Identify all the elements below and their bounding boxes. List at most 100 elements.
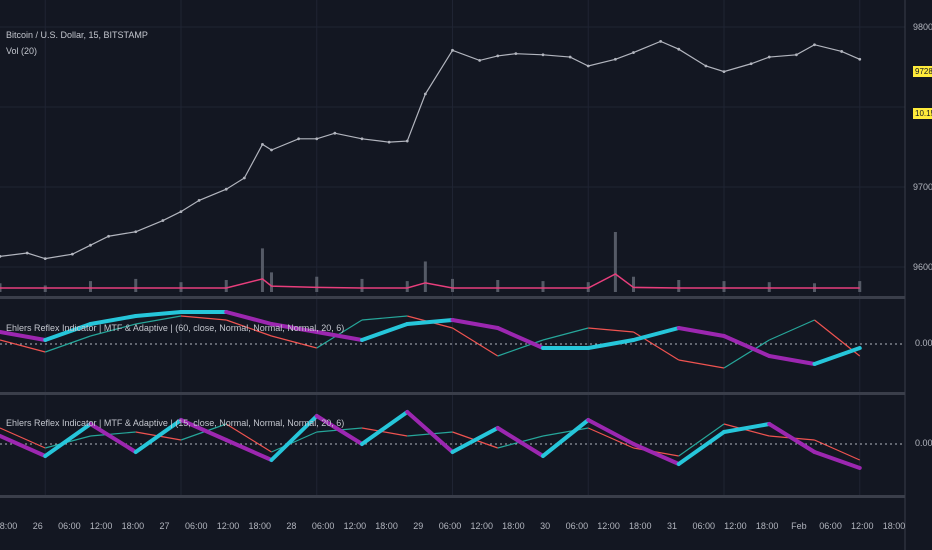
price-label-top: 9800.00 (913, 22, 932, 32)
time-tick: 26 (32, 521, 43, 531)
indicator1-trigger-segment (588, 327, 634, 333)
price-series-line (0, 40, 860, 260)
indicator1-reflex-segment (450, 318, 500, 330)
indicator1-trigger-segment (452, 327, 499, 357)
volume-bar (632, 276, 635, 292)
indicator1-reflex-segment (314, 330, 364, 342)
price-point (423, 92, 427, 96)
indicator2-reflex-segment (43, 422, 93, 458)
volume-bar (89, 281, 92, 292)
indicator1-reflex-segment (495, 326, 545, 350)
indicator1-reflex-segment (812, 346, 862, 366)
volume-title: Vol (20) (6, 46, 38, 56)
indicator1-trigger-segment (90, 323, 136, 337)
time-tick: 12:00 (724, 521, 747, 531)
indicator2-reflex-segment (450, 426, 500, 454)
time-tick: 12:00 (216, 521, 240, 531)
indicator2-reflex-segment (224, 438, 274, 462)
indicator1-trigger-segment (135, 315, 182, 325)
time-tick: 29 (413, 521, 424, 531)
price-point (496, 54, 500, 58)
volume-bar (360, 278, 364, 292)
indicator2-trigger-segment (588, 427, 634, 449)
indicator1-reflex-segment (133, 310, 183, 318)
volume-bar (270, 272, 273, 292)
indicator2-reflex-segment (676, 430, 726, 466)
price-point (0, 255, 2, 258)
indicator1-trigger-segment (497, 339, 544, 357)
symbol-title: Bitcoin / U.S. Dollar, 15, BITSTAMP (6, 30, 148, 40)
indicator2-zero-label: 0.00 (915, 438, 932, 448)
indicator2-trigger-segment (361, 427, 408, 437)
time-tick: 28 (286, 521, 297, 531)
volume-bar (451, 278, 454, 292)
price-point (541, 53, 545, 57)
time-tick: 18:00 (375, 521, 398, 531)
time-tick: 18:00 (629, 521, 652, 531)
indicator1-trigger-segment (271, 335, 317, 349)
price-point (858, 57, 862, 61)
price-point (261, 143, 264, 146)
time-tick: Feb (791, 521, 807, 531)
indicator2-title: Ehlers Reflex Indicator | MTF & Adaptive… (6, 418, 345, 428)
time-tick: 18:00 (0, 521, 18, 531)
volume-ma-line (0, 273, 860, 289)
price-point (586, 64, 590, 68)
indicator1-trigger-segment (678, 359, 725, 369)
indicator1-reflex-segment (360, 322, 410, 342)
price-point (333, 131, 337, 135)
price-label-low: 9600.00 (913, 262, 932, 272)
indicator1-reflex-segment (43, 322, 93, 342)
price-point (270, 148, 273, 152)
indicator1-zero-label: 0.00 (915, 338, 932, 348)
time-tick: 18:00 (248, 521, 271, 531)
time-tick: 06:00 (692, 521, 715, 531)
time-tick: 18:00 (755, 521, 779, 531)
indicator2-reflex-segment (405, 410, 455, 454)
indicator2-reflex-segment (586, 418, 636, 446)
time-tick: 27 (159, 521, 170, 531)
indicator2-reflex-segment (722, 422, 772, 434)
pane-separator-0 (0, 296, 905, 299)
volume-bar (179, 282, 183, 292)
price-point (315, 137, 319, 141)
indicator2-trigger-segment (678, 423, 725, 457)
volume-bar (423, 261, 427, 292)
time-tick: 06:00 (565, 521, 589, 531)
price-label-mid: 9700.00 (913, 182, 932, 192)
price-point (704, 64, 708, 68)
price-point (677, 47, 681, 51)
indicator2-trigger-segment (225, 423, 272, 453)
volume-bar (767, 282, 771, 292)
price-point (767, 55, 771, 59)
price-point (297, 137, 301, 141)
volume-bar (858, 281, 862, 292)
last-price-badge: 9728.51 (913, 66, 932, 77)
indicator2-reflex-segment (179, 418, 229, 442)
time-tick: 06:00 (819, 521, 842, 531)
volume-bar (260, 248, 264, 292)
indicator2-reflex-segment (495, 426, 545, 458)
volume-bar (677, 280, 681, 292)
volume-bar (134, 278, 138, 292)
price-point (387, 140, 391, 144)
indicator1-reflex-segment (722, 334, 772, 358)
indicator2-trigger-segment (90, 431, 136, 437)
indicator2-reflex-segment (767, 422, 817, 454)
pane-separator-2 (0, 495, 905, 498)
price-point (43, 257, 47, 261)
price-point (478, 59, 482, 62)
price-point (659, 39, 663, 43)
indicator1-reflex-segment (676, 326, 726, 338)
time-tick: 06:00 (438, 521, 462, 531)
price-point (25, 251, 29, 255)
price-point (134, 230, 138, 234)
time-tick: 18:00 (121, 521, 145, 531)
indicator2-reflex-segment (360, 410, 410, 446)
time-tick: 06:00 (58, 521, 81, 531)
price-point (360, 137, 364, 141)
price-point (813, 43, 816, 47)
price-point (179, 210, 183, 214)
time-tick: 06:00 (311, 521, 335, 531)
